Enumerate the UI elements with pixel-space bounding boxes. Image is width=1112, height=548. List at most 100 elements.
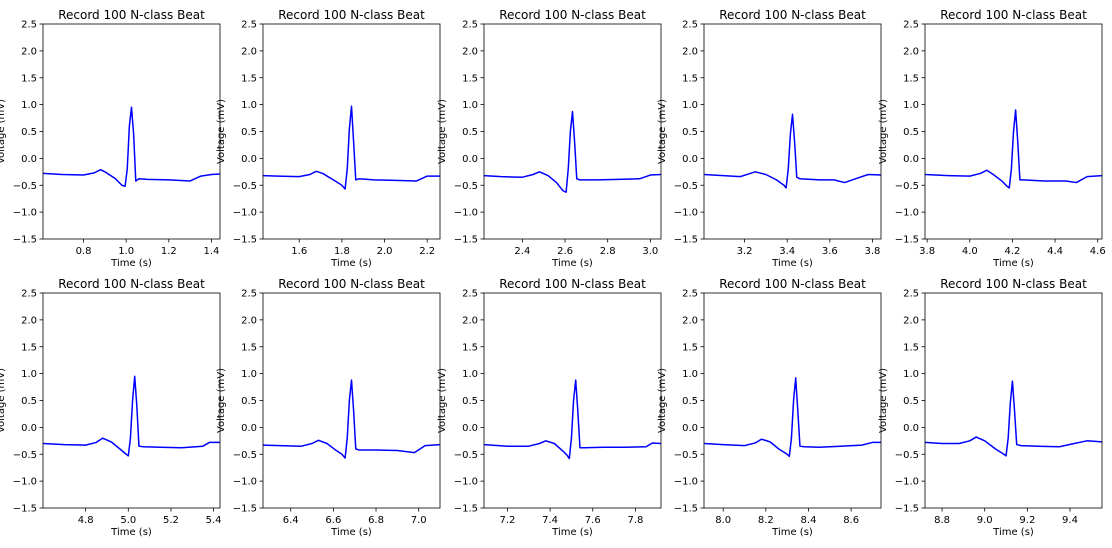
y-tick-label: −0.5 bbox=[233, 450, 257, 461]
y-tick-label: −0.5 bbox=[674, 181, 698, 192]
y-tick-label: 0.0 bbox=[241, 154, 257, 165]
x-tick-label: 9.2 bbox=[1019, 515, 1035, 526]
y-tick-label: −1.0 bbox=[895, 477, 919, 488]
y-axis-label: Voltage (mV) bbox=[657, 99, 668, 164]
chart-title: Record 100 N-class Beat bbox=[719, 8, 866, 22]
y-tick-label: 1.5 bbox=[241, 342, 257, 353]
x-tick-label: 2.6 bbox=[557, 246, 573, 257]
y-tick-label: −1.5 bbox=[895, 504, 919, 515]
y-tick-label: 1.5 bbox=[462, 73, 478, 84]
chart-panel-5: −1.5 −1.0 −0.5 0.0 0.5 1.0 1.5 2.0 2.5 3.8 4.0 4.2 4… bbox=[878, 8, 1106, 269]
y-tick-label: −1.0 bbox=[895, 208, 919, 219]
y-tick-label: −1.0 bbox=[13, 208, 37, 219]
x-axis-label: Time (s) bbox=[110, 527, 152, 538]
y-axis-label: Voltage (mV) bbox=[216, 368, 227, 433]
y-tick-label: 0.5 bbox=[682, 396, 698, 407]
x-tick-label: 8.8 bbox=[934, 515, 950, 526]
y-tick-label: 0.0 bbox=[682, 423, 698, 434]
x-axis-label: Time (s) bbox=[330, 258, 372, 269]
plot-area bbox=[43, 24, 220, 239]
plot-area bbox=[484, 293, 661, 508]
y-tick-label: 1.0 bbox=[241, 369, 257, 380]
y-tick-label: 1.5 bbox=[682, 73, 698, 84]
chart-title: Record 100 N-class Beat bbox=[499, 277, 646, 291]
y-tick-label: 2.5 bbox=[682, 20, 698, 31]
x-tick-label: 1.8 bbox=[334, 246, 350, 257]
y-tick-label: 0.0 bbox=[903, 154, 919, 165]
x-axis-label: Time (s) bbox=[992, 258, 1034, 269]
y-tick-label: 0.5 bbox=[241, 396, 257, 407]
x-tick-label: 5.4 bbox=[206, 515, 222, 526]
y-tick-label: 2.5 bbox=[241, 20, 257, 31]
y-tick-label: −1.0 bbox=[454, 208, 478, 219]
x-tick-label: 7.6 bbox=[585, 515, 601, 526]
y-tick-label: 1.0 bbox=[462, 369, 478, 380]
chart-title: Record 100 N-class Beat bbox=[278, 277, 425, 291]
ecg-series-line bbox=[43, 375, 220, 457]
y-tick-label: −1.0 bbox=[233, 208, 257, 219]
y-tick-label: −1.5 bbox=[233, 504, 257, 515]
ecg-series-line bbox=[43, 106, 220, 188]
x-tick-label: 4.0 bbox=[962, 246, 978, 257]
y-tick-label: 1.5 bbox=[462, 342, 478, 353]
ecg-series-line bbox=[704, 377, 881, 458]
y-axis-label: Voltage (mV) bbox=[657, 368, 668, 433]
x-tick-label: 2.0 bbox=[377, 246, 393, 257]
y-tick-label: 2.5 bbox=[462, 20, 478, 31]
plot-area bbox=[704, 293, 881, 508]
y-tick-label: −0.5 bbox=[454, 181, 478, 192]
y-axis-label: Voltage (mV) bbox=[0, 99, 7, 164]
chart-panel-3: −1.5 −1.0 −0.5 0.0 0.5 1.0 1.5 2.0 2.5 2.4 2.6 2.8 3… bbox=[437, 8, 662, 269]
y-tick-label: 0.5 bbox=[241, 127, 257, 138]
x-tick-label: 3.8 bbox=[919, 246, 935, 257]
x-tick-label: 8.2 bbox=[758, 515, 774, 526]
x-tick-label: 3.4 bbox=[779, 246, 795, 257]
y-tick-label: 0.5 bbox=[682, 127, 698, 138]
y-tick-label: −0.5 bbox=[233, 181, 257, 192]
x-tick-label: 2.2 bbox=[419, 246, 435, 257]
x-tick-label: 3.8 bbox=[865, 246, 881, 257]
x-tick-label: 3.0 bbox=[642, 246, 658, 257]
ecg-series-line bbox=[263, 105, 440, 190]
y-tick-label: 1.5 bbox=[21, 73, 37, 84]
y-tick-label: 2.5 bbox=[462, 289, 478, 300]
x-tick-label: 5.0 bbox=[120, 515, 136, 526]
x-axis-label: Time (s) bbox=[992, 527, 1034, 538]
y-tick-label: 2.0 bbox=[21, 315, 37, 326]
y-tick-label: 0.0 bbox=[462, 154, 478, 165]
y-tick-label: 2.5 bbox=[21, 20, 37, 31]
y-tick-label: −1.0 bbox=[233, 477, 257, 488]
ecg-series-line bbox=[484, 110, 661, 193]
y-tick-label: 0.5 bbox=[462, 127, 478, 138]
ecg-series-line bbox=[925, 109, 1102, 189]
y-tick-label: −1.5 bbox=[13, 235, 37, 246]
y-axis-label: Voltage (mV) bbox=[216, 99, 227, 164]
y-tick-label: 0.0 bbox=[682, 154, 698, 165]
y-tick-label: 1.5 bbox=[903, 73, 919, 84]
y-tick-label: 2.0 bbox=[241, 46, 257, 57]
ecg-series-line bbox=[925, 380, 1102, 457]
x-tick-label: 7.2 bbox=[500, 515, 516, 526]
x-tick-label: 6.4 bbox=[283, 515, 299, 526]
y-tick-label: −0.5 bbox=[13, 450, 37, 461]
chart-panel-10: −1.5 −1.0 −0.5 0.0 0.5 1.0 1.5 2.0 2.5 8.8 9.0 9.2 9… bbox=[878, 277, 1103, 538]
y-tick-label: −1.0 bbox=[13, 477, 37, 488]
y-tick-label: 1.5 bbox=[903, 342, 919, 353]
chart-panel-1: −1.5 −1.0 −0.5 0.0 0.5 1.0 1.5 2.0 2.5 0.8 1.0 1.2 1… bbox=[0, 8, 221, 269]
x-tick-label: 4.6 bbox=[1090, 246, 1106, 257]
x-tick-label: 3.2 bbox=[737, 246, 753, 257]
y-tick-label: 0.5 bbox=[462, 396, 478, 407]
y-axis-label: Voltage (mV) bbox=[878, 99, 889, 164]
chart-title: Record 100 N-class Beat bbox=[940, 277, 1087, 291]
x-tick-label: 7.8 bbox=[627, 515, 643, 526]
chart-panel-7: −1.5 −1.0 −0.5 0.0 0.5 1.0 1.5 2.0 2.5 6.4 6.6 6.8 7… bbox=[216, 277, 441, 538]
y-tick-label: −0.5 bbox=[895, 181, 919, 192]
y-axis-label: Voltage (mV) bbox=[437, 99, 448, 164]
x-tick-label: 7.4 bbox=[542, 515, 558, 526]
plot-area bbox=[704, 24, 881, 239]
y-tick-label: −0.5 bbox=[13, 181, 37, 192]
y-tick-label: 1.0 bbox=[21, 369, 37, 380]
x-tick-label: 4.2 bbox=[1004, 246, 1020, 257]
x-tick-label: 9.0 bbox=[977, 515, 993, 526]
